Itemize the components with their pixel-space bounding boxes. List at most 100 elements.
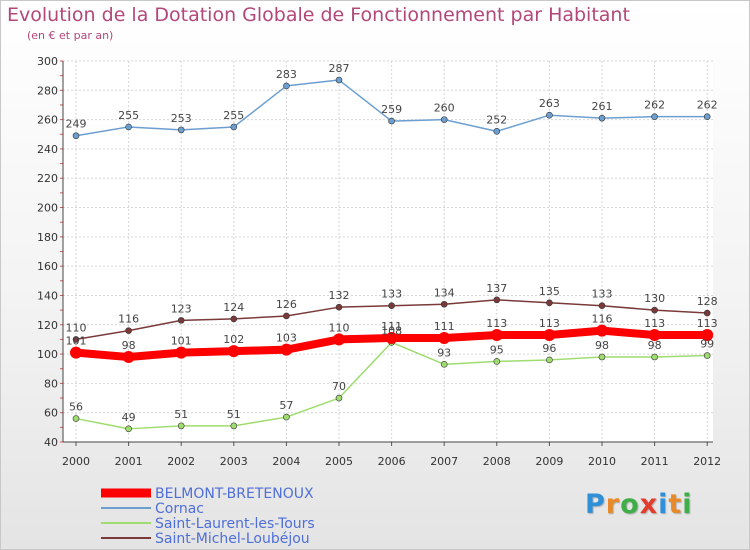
data-label: 108 [381,324,402,337]
legend-label: Cornac [155,501,204,517]
data-point [703,309,711,317]
logo-letter: P [585,489,606,520]
data-point [546,356,553,364]
data-label: 116 [118,313,139,326]
data-point [703,352,711,359]
data-label: 49 [122,411,136,424]
data-label: 56 [69,401,83,414]
logo-letter: i [658,489,669,520]
data-point [385,331,398,344]
y-tick-label: 60 [44,407,58,420]
x-tick-label: 2012 [693,455,721,468]
data-label: 51 [227,408,241,421]
data-label: 51 [174,408,188,421]
data-point [72,132,80,140]
data-label: 101 [171,335,192,348]
data-label: 101 [66,335,87,348]
data-point [230,315,238,323]
data-label: 98 [122,339,136,352]
data-point [230,422,238,430]
y-tick-label: 220 [37,172,58,185]
data-label: 259 [381,103,402,116]
data-label: 252 [486,113,507,126]
data-point [72,336,80,343]
y-tick-label: 300 [37,55,58,68]
data-point [440,300,448,308]
data-label: 135 [539,285,560,298]
data-point [388,117,395,125]
data-point [493,296,501,304]
logo-letter: x [639,489,659,520]
logo-letter: i [682,489,693,520]
data-point [177,422,185,430]
y-tick-label: 280 [37,84,58,97]
data-label: 113 [697,317,718,330]
data-label: 262 [697,99,718,112]
data-point [546,111,553,119]
y-tick-label: 200 [37,202,58,215]
legend-label: Saint-Michel-Loubéjou [155,531,310,547]
data-label: 283 [276,68,297,81]
data-label: 255 [118,109,139,122]
data-point [546,299,553,307]
logo-letter: o [620,489,640,520]
data-point [651,306,658,314]
data-point [283,413,290,421]
data-label: 253 [171,112,192,125]
data-point [335,394,343,402]
data-label: 128 [697,295,718,308]
data-point [388,302,395,310]
data-point [440,361,448,368]
data-point [283,312,290,320]
legend-label: BELMONT-BRETENOUX [155,486,314,502]
x-tick-label: 2005 [325,455,353,468]
data-point [125,123,132,131]
y-tick-label: 140 [37,289,58,302]
data-point [543,329,556,342]
data-point [596,324,608,337]
data-point [440,116,448,123]
data-label: 113 [539,317,560,330]
data-label: 103 [276,332,297,345]
plot-area [63,61,713,442]
data-label: 93 [437,346,451,359]
data-point [70,346,82,359]
x-tick-label: 2002 [167,455,195,468]
chart-subtitle: (en € et par an) [27,29,114,42]
data-label: 263 [539,97,560,110]
data-label: 116 [592,313,613,326]
data-point [493,128,501,135]
data-point [230,123,238,131]
logo-letter: r [605,489,621,520]
data-label: 287 [329,62,350,75]
chart-title: Evolution de la Dotation Globale de Fonc… [7,4,630,26]
data-label: 260 [434,102,455,115]
proxiti-logo: Proxiti [585,489,693,520]
data-label: 98 [595,339,609,352]
y-tick-label: 180 [37,231,58,244]
data-label: 111 [434,320,455,333]
data-label: 130 [644,292,665,305]
data-label: 133 [592,288,613,301]
data-label: 57 [279,399,293,412]
data-point [177,126,185,134]
data-label: 110 [66,321,87,334]
data-label: 262 [644,99,665,112]
x-tick-label: 2010 [588,455,616,468]
y-tick-label: 160 [37,260,58,273]
data-point [122,351,135,364]
data-point [651,113,658,120]
data-point [703,113,711,120]
x-tick-label: 2003 [220,455,248,468]
data-point [335,303,343,311]
legend-label: Saint-Laurent-les-Tours [155,516,315,532]
data-point [493,358,501,365]
data-point [283,82,290,90]
data-label: 261 [592,100,613,113]
data-label: 249 [66,118,87,131]
x-tick-label: 2011 [641,455,669,468]
data-point [177,317,185,324]
data-label: 123 [171,302,192,315]
